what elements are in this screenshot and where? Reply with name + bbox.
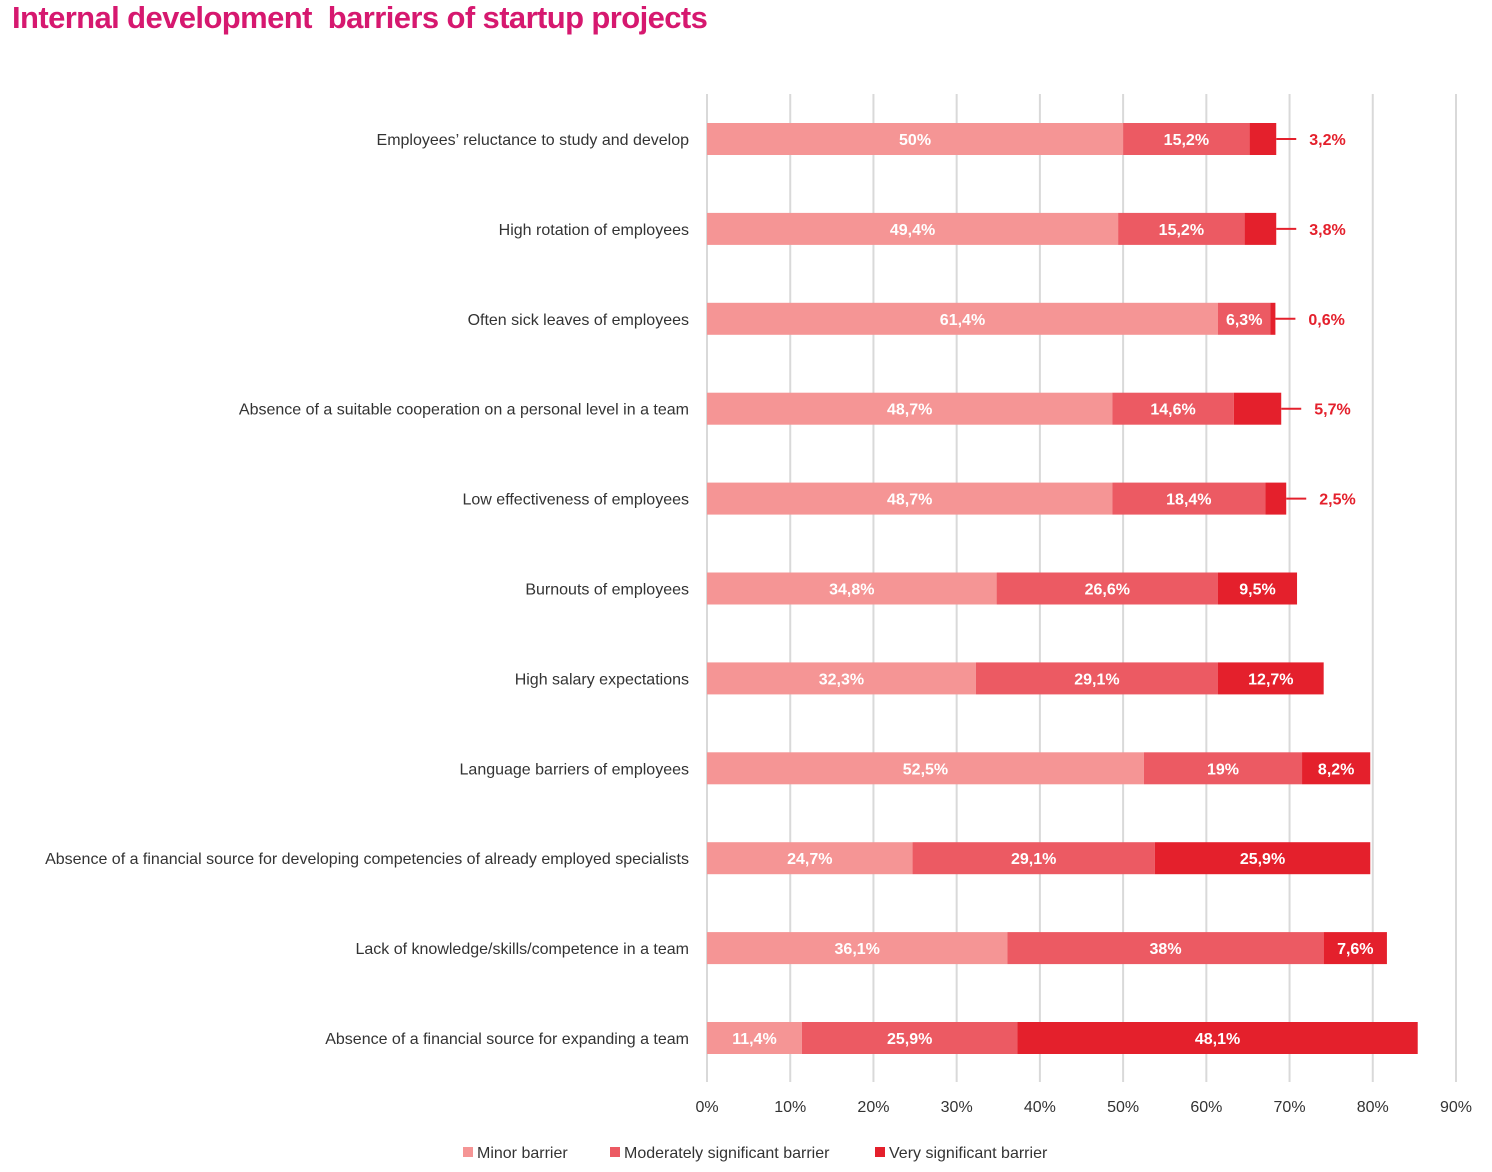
data-label: 50%: [899, 132, 931, 149]
category-label: Low effectiveness of employees: [463, 492, 690, 509]
legend-label: Very significant barrier: [889, 1145, 1048, 1162]
bar-segment: [1244, 212, 1277, 245]
bar-segment: [1217, 302, 1271, 335]
bar-segment: [1249, 123, 1277, 155]
data-label: 0,6%: [1308, 312, 1344, 329]
x-tick-label: 40%: [1024, 1099, 1056, 1116]
data-label: 8,2%: [1318, 761, 1354, 778]
data-label: 15,2%: [1164, 132, 1209, 149]
legend-swatch: [463, 1147, 473, 1157]
data-label: 38%: [1150, 941, 1182, 958]
bar-segment: [707, 1022, 802, 1054]
data-label: 48,7%: [887, 492, 932, 509]
category-label: High salary expectations: [515, 671, 689, 688]
category-label: High rotation of employees: [499, 222, 689, 239]
data-label: 6,3%: [1226, 312, 1262, 329]
category-label: Absence of a suitable cooperation on a p…: [239, 402, 689, 419]
data-label: 32,3%: [819, 671, 864, 688]
bar-segment: [1323, 932, 1387, 965]
data-label: 48,1%: [1195, 1031, 1240, 1048]
data-label: 26,6%: [1085, 582, 1130, 599]
bar-segment: [707, 302, 1218, 335]
bar-segment: [707, 842, 913, 875]
category-label: Employees’ reluctance to study and devel…: [377, 132, 690, 149]
data-label: 11,4%: [732, 1031, 776, 1048]
bar-segment: [1154, 842, 1371, 875]
data-label: 49,4%: [890, 222, 935, 239]
data-label: 25,9%: [887, 1031, 932, 1048]
data-label: 25,9%: [1240, 851, 1285, 868]
category-label: Absence of a financial source for develo…: [45, 851, 689, 868]
bar-segment: [707, 572, 997, 605]
bar-segment: [1112, 482, 1266, 515]
bar-segment: [707, 482, 1113, 515]
bar-segment: [1270, 302, 1276, 335]
x-tick-label: 20%: [857, 1099, 889, 1116]
bar-segment: [1217, 662, 1324, 695]
category-label: Burnouts of employees: [525, 582, 689, 599]
x-tick-label: 0%: [695, 1099, 718, 1116]
bar-segment: [1302, 752, 1371, 785]
data-label: 9,5%: [1239, 582, 1275, 599]
bar-segment: [707, 932, 1008, 965]
data-label: 3,8%: [1309, 222, 1345, 239]
bar-segment: [801, 1022, 1018, 1054]
bar-segment: [707, 662, 976, 695]
bar-segment: [975, 662, 1218, 695]
bar-segment: [707, 392, 1113, 425]
bar-segment: [707, 123, 1124, 155]
category-label: Often sick leaves of employees: [468, 312, 689, 329]
data-label: 7,6%: [1337, 941, 1373, 958]
data-label: 36,1%: [835, 941, 880, 958]
bar-segment: [1265, 482, 1287, 515]
data-label: 19%: [1207, 761, 1239, 778]
x-tick-label: 10%: [774, 1099, 806, 1116]
bar-segment: [996, 572, 1218, 605]
data-label: 29,1%: [1011, 851, 1056, 868]
x-tick-label: 90%: [1440, 1099, 1472, 1116]
bar-segment: [1112, 392, 1234, 425]
x-tick-label: 60%: [1190, 1099, 1222, 1116]
x-tick-label: 30%: [941, 1099, 973, 1116]
bar-segment: [1017, 1022, 1418, 1054]
category-label: Language barriers of employees: [460, 761, 689, 778]
bar-segment: [1007, 932, 1324, 965]
bar-segment: [1233, 392, 1282, 425]
data-label: 48,7%: [887, 402, 932, 419]
data-label: 2,5%: [1319, 492, 1355, 509]
x-tick-label: 80%: [1357, 1099, 1389, 1116]
bar-segment: [1118, 212, 1245, 245]
data-label: 5,7%: [1314, 402, 1350, 419]
category-label: Lack of knowledge/skills/competence in a…: [355, 941, 689, 958]
bar-segment: [1217, 572, 1298, 605]
legend-label: Minor barrier: [477, 1145, 568, 1162]
category-label: Absence of a financial source for expand…: [325, 1031, 689, 1048]
data-label: 61,4%: [940, 312, 985, 329]
data-label: 34,8%: [829, 582, 874, 599]
x-tick-label: 50%: [1107, 1099, 1139, 1116]
data-label: 24,7%: [787, 851, 832, 868]
bar-segment: [707, 212, 1119, 245]
data-label: 14,6%: [1150, 402, 1195, 419]
data-label: 12,7%: [1248, 671, 1293, 688]
bar-segment: [1123, 123, 1250, 155]
x-tick-label: 70%: [1274, 1099, 1306, 1116]
data-label: 52,5%: [903, 761, 948, 778]
bar-segment: [707, 752, 1144, 785]
data-label: 15,2%: [1159, 222, 1204, 239]
legend-swatch: [875, 1147, 885, 1157]
legend-label: Moderately significant barrier: [624, 1145, 830, 1162]
data-label: 29,1%: [1074, 671, 1119, 688]
bar-segment: [912, 842, 1155, 875]
data-label: 3,2%: [1309, 132, 1345, 149]
legend-swatch: [610, 1147, 620, 1157]
data-label: 18,4%: [1166, 492, 1211, 509]
chart-title: Internal development barriers of startup…: [12, 0, 708, 35]
bar-segment: [1143, 752, 1303, 785]
